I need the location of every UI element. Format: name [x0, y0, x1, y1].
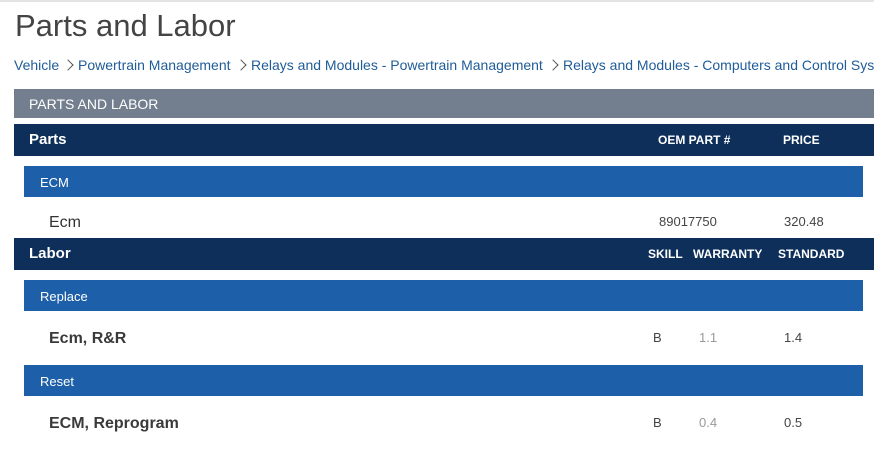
group-header: ECM: [24, 166, 863, 197]
column-header: PRICE: [783, 133, 820, 147]
labor-skill: B: [653, 415, 662, 430]
labor-operation: Ecm, R&R: [49, 330, 127, 347]
part-price: 320.48: [784, 214, 824, 229]
labor-operation: ECM, Reprogram: [49, 415, 179, 432]
labor-standard: 0.5: [784, 415, 803, 430]
labor-warranty: 0.4: [699, 415, 718, 430]
group-header: Replace: [24, 280, 863, 311]
breadcrumb-separator: [547, 59, 559, 71]
breadcrumb-separator: [62, 59, 74, 71]
section-header: PARTS AND LABOR: [14, 89, 874, 118]
labor-standard: 1.4: [784, 330, 803, 345]
part-name: Ecm: [49, 214, 81, 231]
parts-title: Parts: [29, 131, 67, 148]
labor-warranty: 1.1: [699, 330, 718, 345]
labor-skill: B: [653, 330, 662, 345]
breadcrumb-link[interactable]: Relays and Modules - Powertrain Manageme…: [251, 57, 543, 73]
breadcrumb-link[interactable]: Powertrain Management: [78, 57, 231, 73]
column-header: WARRANTY: [693, 247, 763, 261]
page-title: Parts and Labor: [15, 8, 236, 43]
breadcrumb-link[interactable]: Relays and Modules - Computers and Contr…: [563, 57, 874, 73]
labor-title: Labor: [29, 245, 71, 262]
column-header: OEM PART #: [658, 133, 731, 147]
group-header: Reset: [24, 365, 863, 396]
labor-header: Labor SKILL WARRANTY STANDARD: [14, 238, 874, 270]
column-header: SKILL: [648, 247, 683, 261]
breadcrumb-link[interactable]: Vehicle: [14, 57, 60, 73]
part-number: 89017750: [659, 214, 717, 229]
breadcrumb-separator: [235, 59, 247, 71]
parts-header: Parts OEM PART # PRICE: [14, 124, 874, 156]
column-header: STANDARD: [778, 247, 845, 261]
